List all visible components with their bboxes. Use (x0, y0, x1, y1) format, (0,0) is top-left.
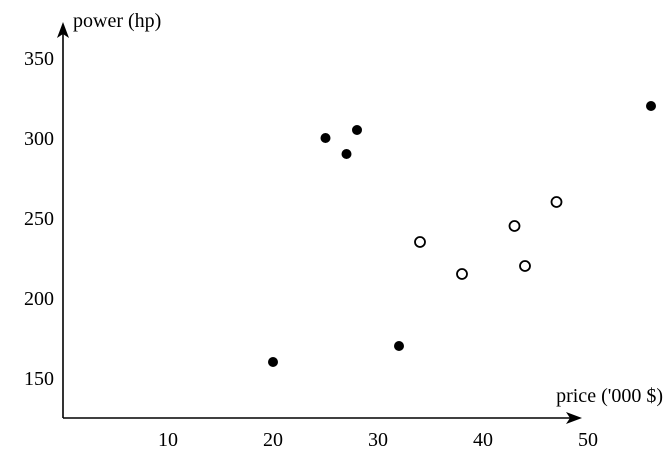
filled-data-point (394, 341, 404, 351)
y-tick-label: 300 (24, 128, 54, 150)
x-axis-arrowhead (566, 412, 582, 424)
x-tick-labels: 102030405060708090 (158, 429, 598, 451)
open-data-point (550, 196, 563, 208)
x-tick-label: 20 (263, 429, 283, 451)
filled-data-point (320, 133, 331, 143)
y-tick-labels: 150 200 250 300 350 (24, 48, 54, 390)
filled-data-point (646, 101, 656, 111)
y-tick-label: 250 (24, 208, 54, 230)
filled-data-point (268, 357, 278, 367)
x-tick-label: 10 (158, 429, 178, 451)
open-data-point (414, 236, 426, 248)
x-tick-label: 50 (578, 429, 598, 451)
y-tick-label: 150 (24, 368, 54, 390)
chart-axes (57, 22, 582, 424)
x-axis-label: price ('000 $) (556, 385, 663, 407)
data-points (268, 101, 656, 367)
y-tick-label: 200 (24, 288, 54, 310)
y-axis-label: power (hp) (73, 10, 161, 32)
filled-data-point (341, 149, 352, 159)
x-tick-label: 40 (473, 429, 493, 451)
y-tick-label: 350 (24, 48, 54, 70)
open-data-point (508, 220, 521, 232)
x-tick-label: 30 (368, 429, 388, 451)
y-axis-arrowhead (57, 22, 69, 38)
open-data-point (456, 268, 468, 280)
filled-data-point (352, 125, 362, 135)
open-data-point (519, 260, 531, 272)
